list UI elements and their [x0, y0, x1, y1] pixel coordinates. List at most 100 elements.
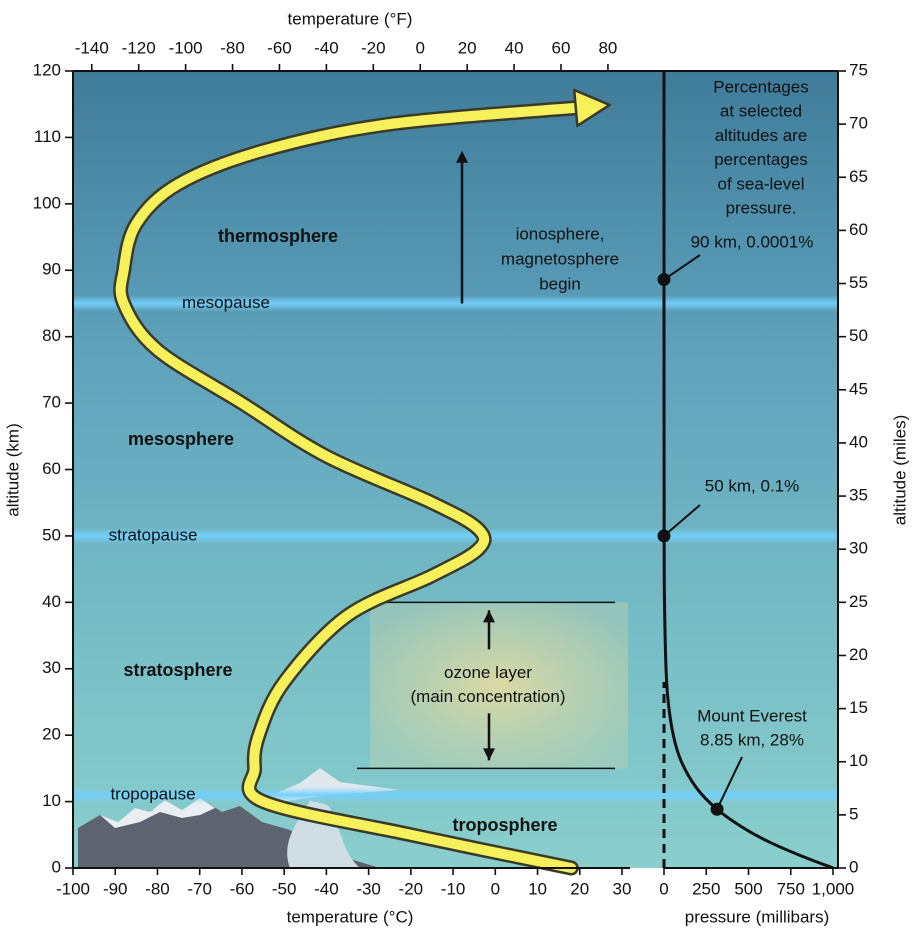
y-tick-label: 20	[42, 725, 61, 744]
ozone-label: ozone layer	[444, 663, 532, 682]
x2-tick-label: -100	[169, 38, 203, 57]
ionosphere-label: magnetosphere	[501, 249, 619, 268]
y2-tick-label: 40	[849, 432, 868, 451]
x-tick-label: 30	[613, 879, 632, 898]
note: at selected	[720, 102, 802, 121]
pause-band	[73, 295, 838, 312]
marker-dot	[657, 529, 671, 543]
ozone-region	[370, 602, 628, 769]
y-tick-label: 120	[33, 60, 61, 79]
pause-label: stratopause	[109, 525, 198, 544]
note: percentages	[714, 150, 808, 169]
y2-tick-label: 55	[849, 273, 868, 292]
y-tick-label: 40	[42, 592, 61, 611]
x-tick-label: -30	[356, 879, 381, 898]
note: of sea-level	[718, 174, 805, 193]
y-tick-label: 80	[42, 326, 61, 345]
x-tick-label: -70	[187, 879, 212, 898]
y2-tick-label: 75	[849, 60, 868, 79]
x2-tick-label: 40	[505, 38, 524, 57]
x-tick-label: -40	[314, 879, 339, 898]
x2-tick-label: -20	[361, 38, 386, 57]
x2-tick-label: -140	[75, 38, 109, 57]
y2-tick-label: 60	[849, 220, 868, 239]
y2-tick-label: 50	[849, 326, 868, 345]
marker-label: 90 km, 0.0001%	[691, 232, 814, 251]
x-axis-title: temperature (°C)	[287, 907, 414, 926]
pressure-tick-label: 500	[734, 879, 762, 898]
y-tick-label: 10	[42, 791, 61, 810]
y2-tick-label: 25	[849, 592, 868, 611]
pressure-curve	[662, 70, 834, 870]
pressure-tick-label: 750	[777, 879, 805, 898]
x-tick-label: 20	[570, 879, 589, 898]
layer-label: thermosphere	[218, 226, 338, 246]
ozone-arrow-head	[483, 610, 495, 623]
y2-tick-label: 30	[849, 539, 868, 558]
y2-tick-label: 15	[849, 698, 868, 717]
y-tick-label: 0	[52, 857, 61, 876]
y-tick-label: 70	[42, 393, 61, 412]
y-axis-title: altitude (km)	[3, 423, 22, 517]
pause-band	[73, 527, 838, 544]
y2-tick-label: 45	[849, 379, 868, 398]
marker-leader	[663, 504, 701, 537]
note: Percentages	[713, 77, 808, 96]
note: pressure.	[726, 198, 797, 217]
y-tick-label: 60	[42, 459, 61, 478]
y2-tick-label: 35	[849, 486, 868, 505]
x-tick-label: -80	[145, 879, 170, 898]
marker-label: Mount Everest	[697, 706, 807, 725]
x2-tick-label: 20	[458, 38, 477, 57]
layer-label: stratosphere	[123, 660, 232, 680]
marker-leader	[663, 254, 701, 281]
y-tick-label: 100	[33, 193, 61, 212]
y2-tick-label: 10	[849, 751, 868, 770]
temperature-curve	[115, 102, 585, 873]
marker-label: 50 km, 0.1%	[705, 476, 800, 495]
x-tick-label: -90	[103, 879, 128, 898]
x2-tick-label: -80	[220, 38, 245, 57]
ionosphere-label: begin	[539, 274, 581, 293]
x-tick-label: -10	[441, 879, 466, 898]
pause-label: tropopause	[110, 784, 195, 803]
x2-tick-label: -120	[122, 38, 156, 57]
layer-label: mesosphere	[128, 429, 234, 449]
pressure-tick-label: 1,000	[812, 879, 855, 898]
y2-tick-label: 0	[849, 857, 858, 876]
y2-tick-label: 65	[849, 167, 868, 186]
x-tick-label: -60	[230, 879, 255, 898]
y2-tick-label: 5	[849, 804, 858, 823]
marker-dot	[657, 273, 671, 287]
pause-label: mesopause	[182, 293, 270, 312]
y2-tick-label: 70	[849, 114, 868, 133]
temperature-arrow-head	[572, 88, 611, 128]
x-tick-label: -100	[56, 879, 90, 898]
x2-tick-label: 80	[598, 38, 617, 57]
x2-tick-label: 0	[415, 38, 424, 57]
marker-label: 8.85 km, 28%	[700, 730, 804, 749]
y-tick-label: 90	[42, 260, 61, 279]
ozone-label: (main concentration)	[411, 687, 566, 706]
ionosphere-label: ionosphere,	[516, 224, 605, 243]
marker-dot	[710, 802, 724, 816]
y2-axis-title: altitude (miles)	[890, 415, 909, 526]
x2-tick-label: -60	[267, 38, 292, 57]
pressure-axis-title: pressure (millibars)	[685, 907, 830, 926]
x-tick-label: -20	[399, 879, 424, 898]
x2-tick-label: -40	[314, 38, 339, 57]
layer-label: troposphere	[452, 815, 557, 835]
x2-tick-label: 60	[552, 38, 571, 57]
x-tick-label: 10	[528, 879, 547, 898]
y-tick-label: 110	[34, 127, 61, 146]
y2-tick-label: 20	[849, 645, 868, 664]
x-tick-label: -50	[272, 879, 297, 898]
x2-axis-title: temperature (°F)	[288, 9, 413, 28]
ozone-arrow-head	[483, 748, 495, 761]
y-tick-label: 50	[42, 525, 61, 544]
y-tick-label: 30	[42, 658, 61, 677]
pressure-tick-label: 0	[659, 879, 668, 898]
pressure-tick-label: 250	[692, 879, 720, 898]
x-tick-label: 0	[491, 879, 500, 898]
